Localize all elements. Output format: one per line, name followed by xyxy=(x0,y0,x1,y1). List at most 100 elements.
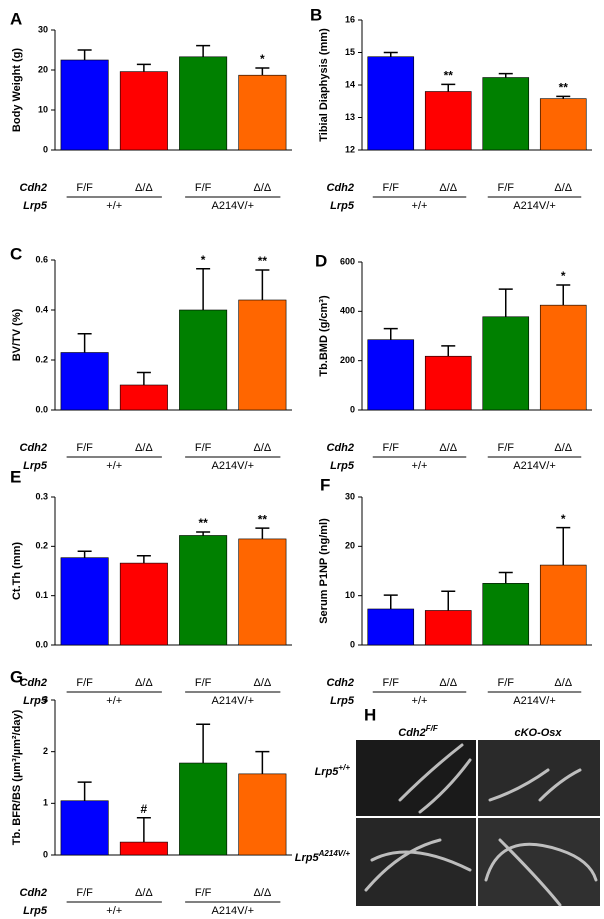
error-bar xyxy=(255,269,270,300)
error-bar xyxy=(77,781,92,801)
category-label: Δ/Δ xyxy=(554,442,572,454)
group-label: +/+ xyxy=(106,695,122,707)
group-label: A214V/+ xyxy=(211,695,254,707)
error-bar xyxy=(136,554,151,564)
category-label: Δ/Δ xyxy=(135,182,153,194)
group-label: A214V/+ xyxy=(211,200,254,212)
group-label: A214V/+ xyxy=(211,460,254,472)
group-label: A214V/+ xyxy=(513,695,556,707)
panel-letter: B xyxy=(310,5,322,24)
fluorescent-labels xyxy=(364,743,598,907)
y-tick-label: 200 xyxy=(340,355,355,365)
category-label: F/F xyxy=(195,677,212,689)
group-label: +/+ xyxy=(412,695,428,707)
category-label: F/F xyxy=(195,442,212,454)
y-tick-label: 0.4 xyxy=(35,304,48,314)
y-tick-label: 0.6 xyxy=(35,254,48,264)
y-tick-label: 16 xyxy=(345,14,355,24)
bar xyxy=(482,583,530,646)
bar xyxy=(60,59,109,151)
significance-mark: * xyxy=(561,269,566,283)
column-label: Cdh2F/F xyxy=(398,724,439,739)
error-bar xyxy=(556,284,571,306)
y-tick-label: 3 xyxy=(43,694,48,704)
bar xyxy=(424,91,472,151)
category-label: F/F xyxy=(383,182,400,194)
micrograph-panel: H Cdh2F/F cKO-Osx Lrp5+/+ Lrp5A214V/+ xyxy=(295,705,600,907)
category-label: F/F xyxy=(76,182,93,194)
bar xyxy=(119,841,168,856)
bar xyxy=(60,557,109,646)
error-bar xyxy=(498,288,513,317)
error-bar xyxy=(556,95,571,99)
y-tick-label: 2 xyxy=(43,746,48,756)
error-bar xyxy=(441,83,456,92)
row-label: Lrp5 xyxy=(23,200,48,212)
category-label: F/F xyxy=(498,677,515,689)
error-bar xyxy=(77,333,92,353)
y-tick-label: 400 xyxy=(340,306,355,316)
group-label: +/+ xyxy=(412,200,428,212)
error-bar xyxy=(196,723,211,764)
group-label: +/+ xyxy=(106,200,122,212)
significance-mark: * xyxy=(201,253,206,267)
error-bar xyxy=(196,44,211,57)
category-label: F/F xyxy=(195,182,212,194)
category-label: Δ/Δ xyxy=(439,442,457,454)
error-bar xyxy=(498,571,513,584)
group-label: A214V/+ xyxy=(513,200,556,212)
significance-mark: * xyxy=(561,512,566,526)
significance-mark: # xyxy=(141,802,148,816)
label-base: Cdh2 xyxy=(398,727,426,739)
y-tick-label: 10 xyxy=(345,590,355,600)
error-bar xyxy=(441,590,456,611)
y-tick-label: 600 xyxy=(340,256,355,266)
significance-mark: ** xyxy=(198,516,208,530)
label-sup: A214V/+ xyxy=(318,849,351,858)
y-tick-label: 12 xyxy=(345,144,355,154)
category-label: F/F xyxy=(195,887,212,899)
bar xyxy=(367,56,415,151)
category-label: Δ/Δ xyxy=(135,677,153,689)
bar xyxy=(367,608,415,646)
error-bar xyxy=(255,750,270,774)
category-label: Δ/Δ xyxy=(135,887,153,899)
error-bar xyxy=(383,51,398,57)
row-label: Lrp5 xyxy=(330,460,355,472)
y-axis-label: Body Weight (g) xyxy=(11,48,23,132)
y-tick-label: 0.2 xyxy=(35,354,48,364)
bar xyxy=(539,98,587,151)
y-axis-label: Tb. BFR/BS (µm³/µm²/day) xyxy=(11,709,23,845)
bar xyxy=(539,564,587,646)
bar xyxy=(60,352,109,411)
bar xyxy=(179,535,228,646)
panel-letter: G xyxy=(10,667,23,686)
row-label: Cdh2 xyxy=(20,442,48,454)
category-label: Δ/Δ xyxy=(439,182,457,194)
error-bar xyxy=(556,526,571,566)
category-label: F/F xyxy=(383,442,400,454)
y-axis-label: Tibial Diaphysis (mm) xyxy=(318,28,330,142)
bar xyxy=(60,800,109,856)
panel-letter: E xyxy=(10,467,21,486)
row-label: Lrp5 xyxy=(23,460,48,472)
y-tick-label: 0 xyxy=(350,404,355,414)
category-label: F/F xyxy=(498,182,515,194)
y-axis-label: BV/TV (%) xyxy=(11,308,23,361)
error-bar xyxy=(136,817,151,843)
row-label: Lrp5 xyxy=(330,200,355,212)
bar xyxy=(238,773,287,856)
label-base: Lrp5 xyxy=(315,766,340,778)
row-label: Cdh2 xyxy=(327,442,355,454)
bar xyxy=(482,77,530,151)
y-tick-label: 15 xyxy=(345,47,355,57)
y-tick-label: 0.3 xyxy=(35,491,48,501)
row-label: Cdh2 xyxy=(20,182,48,194)
row-label: Lrp5 xyxy=(23,905,48,917)
significance-mark: * xyxy=(260,52,265,66)
y-tick-label: 0.2 xyxy=(35,541,48,551)
significance-mark: ** xyxy=(258,254,268,268)
y-tick-label: 0.0 xyxy=(35,404,48,414)
y-tick-label: 0 xyxy=(350,639,355,649)
row-label: Lrp5 xyxy=(23,695,48,707)
